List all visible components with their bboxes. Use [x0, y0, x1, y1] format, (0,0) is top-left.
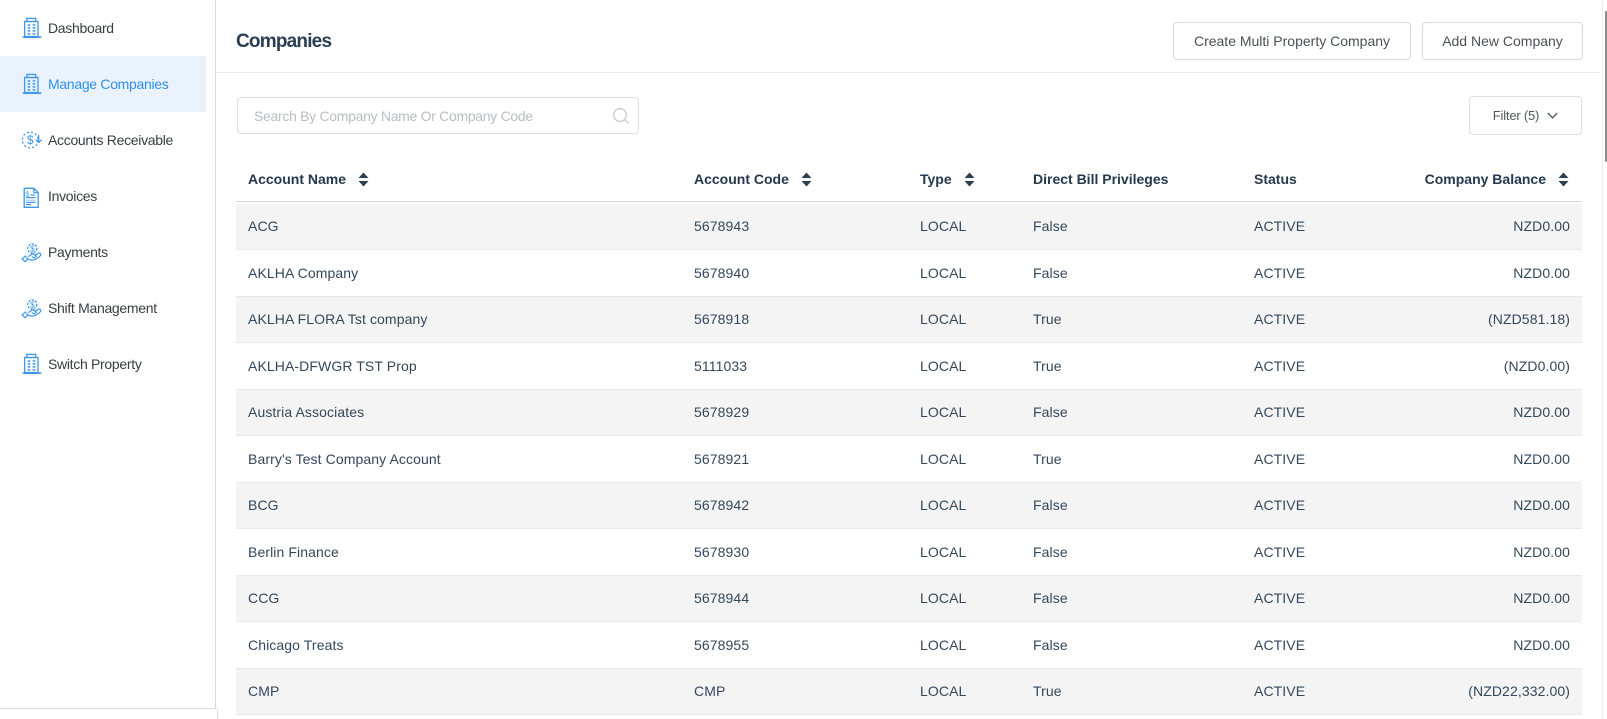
svg-text:$: $ — [25, 191, 29, 198]
svg-text:$: $ — [30, 300, 35, 309]
svg-text:$: $ — [27, 135, 34, 147]
svg-text:$: $ — [30, 244, 35, 253]
